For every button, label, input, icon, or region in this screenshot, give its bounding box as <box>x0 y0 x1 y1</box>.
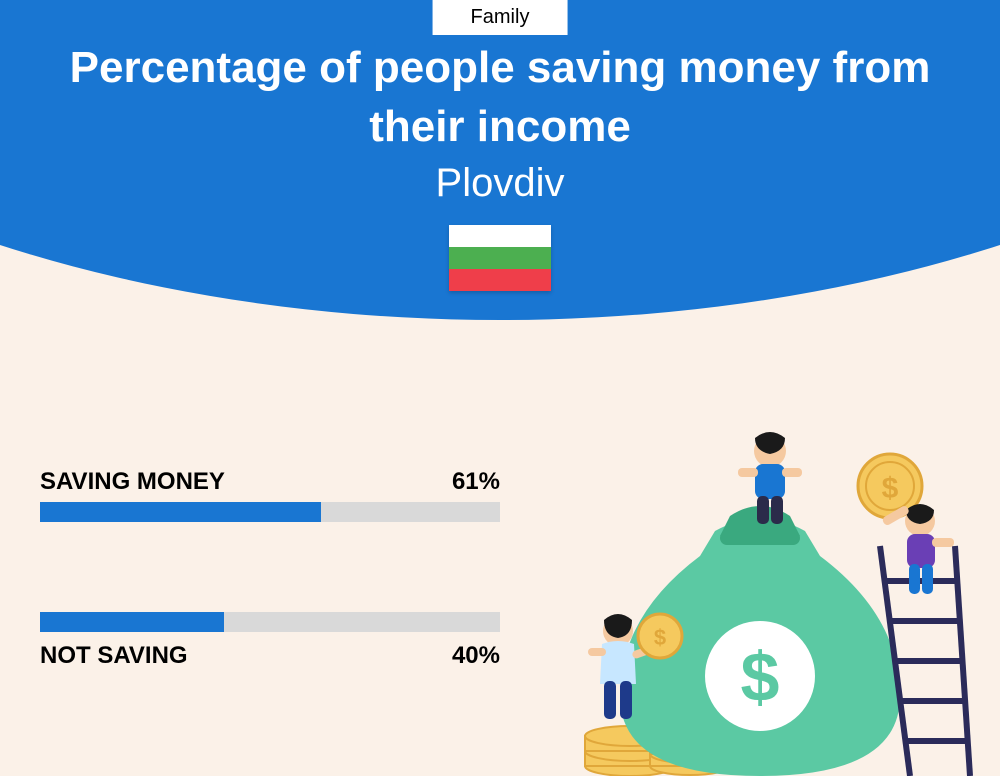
bar-labels: NOT SAVING 40% <box>40 642 500 670</box>
money-illustration: $ $ <box>560 416 980 776</box>
bar-label: NOT SAVING <box>40 642 188 670</box>
bar-group-saving: SAVING MONEY 61% <box>40 468 500 522</box>
bar-track <box>40 502 500 522</box>
flag-icon <box>449 225 551 291</box>
bar-labels: SAVING MONEY 61% <box>40 468 500 496</box>
flag-stripe-1 <box>449 225 551 247</box>
bar-group-not-saving: NOT SAVING 40% <box>40 612 500 670</box>
svg-text:$: $ <box>654 625 666 650</box>
bar-value: 61% <box>452 468 500 496</box>
flag-stripe-3 <box>449 269 551 291</box>
page-title: Percentage of people saving money from t… <box>0 38 1000 157</box>
category-label: Family <box>471 6 530 28</box>
bar-fill <box>40 502 321 522</box>
category-tag: Family <box>433 0 568 35</box>
svg-text:$: $ <box>741 638 780 716</box>
bar-fill <box>40 612 224 632</box>
bar-chart: SAVING MONEY 61% NOT SAVING 40% <box>40 468 500 760</box>
bar-label: SAVING MONEY <box>40 468 225 496</box>
bar-value: 40% <box>452 642 500 670</box>
svg-text:$: $ <box>882 472 899 505</box>
flag-stripe-2 <box>449 247 551 269</box>
bar-track <box>40 612 500 632</box>
page-subtitle: Plovdiv <box>0 161 1000 206</box>
header: Percentage of people saving money from t… <box>0 38 1000 206</box>
